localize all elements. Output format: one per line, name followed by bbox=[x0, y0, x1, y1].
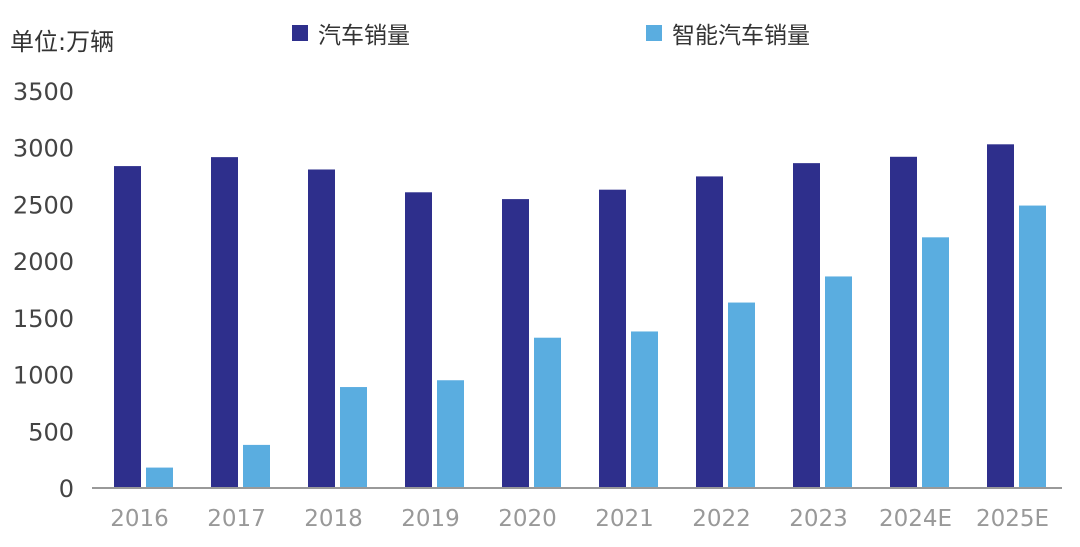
bar-series-2-2016 bbox=[146, 468, 173, 488]
bars bbox=[114, 144, 1046, 488]
bar-series-1-2020 bbox=[502, 199, 529, 488]
y-tick-label: 0 bbox=[59, 475, 74, 503]
bar-series-2-2021 bbox=[631, 331, 658, 488]
x-axis-ticks: 2016 2017 2018 2019 2020 2021 2022 2023 2024E 202… bbox=[110, 506, 1049, 532]
x-tick-label: 2016 bbox=[110, 506, 169, 532]
bar-series-1-2021 bbox=[599, 190, 626, 488]
bar-series-1-2023 bbox=[793, 163, 820, 488]
x-tick-label: 2018 bbox=[304, 506, 363, 532]
bar-series-1-2025E bbox=[987, 144, 1014, 488]
x-tick-label: 2019 bbox=[401, 506, 460, 532]
x-tick-label: 2020 bbox=[498, 506, 557, 532]
bar-series-1-2018 bbox=[308, 169, 335, 488]
bar-series-2-2019 bbox=[437, 380, 464, 488]
bar-series-1-2019 bbox=[405, 192, 432, 488]
bar-series-2-2018 bbox=[340, 387, 367, 488]
y-tick-label: 3000 bbox=[13, 135, 74, 163]
x-tick-label: 2017 bbox=[207, 506, 266, 532]
x-tick-label: 2022 bbox=[692, 506, 751, 532]
bar-series-2-2020 bbox=[534, 338, 561, 488]
x-tick-label: 2021 bbox=[595, 506, 654, 532]
bar-series-2-2023 bbox=[825, 276, 852, 488]
bar-series-1-2017 bbox=[211, 157, 238, 488]
x-tick-label: 2025E bbox=[976, 506, 1049, 532]
y-tick-label: 2000 bbox=[13, 248, 74, 276]
bar-series-2-2025E bbox=[1019, 206, 1046, 488]
x-tick-label: 2024E bbox=[879, 506, 952, 532]
y-axis-ticks: 0 500 1000 1500 2000 2500 3000 3500 bbox=[13, 78, 74, 503]
bar-series-1-2022 bbox=[696, 176, 723, 488]
bar-series-1-2024E bbox=[890, 157, 917, 488]
y-tick-label: 1500 bbox=[13, 305, 74, 333]
y-tick-label: 3500 bbox=[13, 78, 74, 106]
y-tick-label: 1000 bbox=[13, 362, 74, 390]
y-tick-label: 2500 bbox=[13, 191, 74, 219]
bar-series-1-2016 bbox=[114, 166, 141, 488]
x-tick-label: 2023 bbox=[789, 506, 848, 532]
bar-series-2-2022 bbox=[728, 303, 755, 488]
y-tick-label: 500 bbox=[28, 418, 74, 446]
bar-series-2-2024E bbox=[922, 237, 949, 488]
bar-series-2-2017 bbox=[243, 445, 270, 488]
